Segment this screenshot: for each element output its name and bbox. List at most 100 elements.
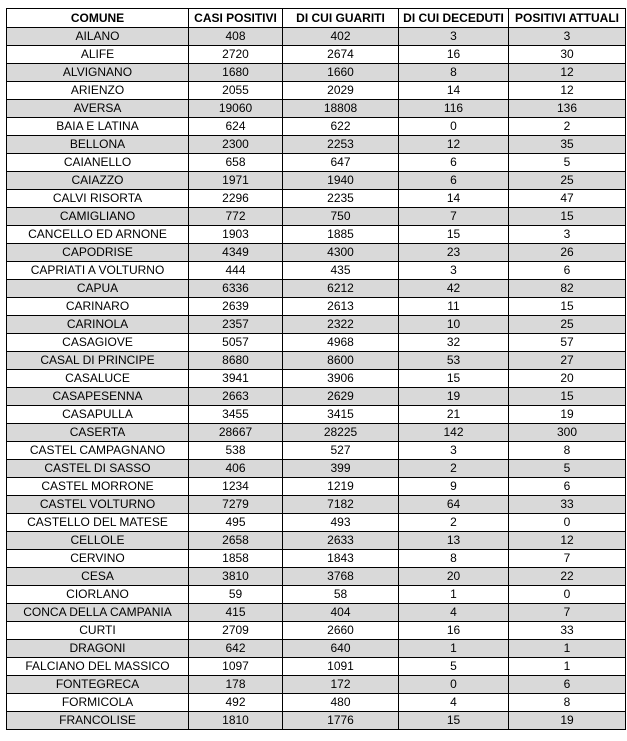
header-cell: POSITIVI ATTUALI: [508, 8, 626, 28]
comune-cell: FORMICOLA: [6, 693, 189, 712]
number-cell: 399: [282, 459, 399, 478]
number-cell: 19060: [188, 99, 283, 118]
number-cell: 12: [508, 531, 626, 550]
number-cell: 2235: [282, 189, 399, 208]
number-cell: 2633: [282, 531, 399, 550]
number-cell: 3: [398, 261, 509, 280]
comune-cell: CASAPESENNA: [6, 387, 189, 406]
table-row: BAIA E LATINA 624 622 0 2: [6, 117, 626, 136]
number-cell: 2322: [282, 315, 399, 334]
table-row: FRANCOLISE 1810 1776 15 19: [6, 711, 626, 730]
table-row: CASTEL DI SASSO 406 399 2 5: [6, 459, 626, 478]
number-cell: 1843: [282, 549, 399, 568]
header-row: COMUNE CASI POSITIVI DI CUI GUARITI DI CUI …: [6, 8, 626, 28]
number-cell: 435: [282, 261, 399, 280]
number-cell: 1940: [282, 171, 399, 190]
number-cell: 7: [398, 207, 509, 226]
number-cell: 3906: [282, 369, 399, 388]
comune-cell: CAIANELLO: [6, 153, 189, 172]
number-cell: 22: [508, 567, 626, 586]
number-cell: 0: [398, 117, 509, 136]
comune-cell: CERVINO: [6, 549, 189, 568]
table-row: CASAGIOVE 5057 4968 32 57: [6, 333, 626, 352]
number-cell: 4: [398, 693, 509, 712]
number-cell: 0: [398, 675, 509, 694]
number-cell: 1971: [188, 171, 283, 190]
comune-cell: CAMIGLIANO: [6, 207, 189, 226]
number-cell: 28667: [188, 423, 283, 442]
number-cell: 8: [398, 63, 509, 82]
comune-cell: CAPRIATI A VOLTURNO: [6, 261, 189, 280]
number-cell: 5: [508, 153, 626, 172]
number-cell: 28225: [282, 423, 399, 442]
comune-cell: FRANCOLISE: [6, 711, 189, 730]
comune-cell: CIORLANO: [6, 585, 189, 604]
comune-cell: FALCIANO DEL MASSICO: [6, 657, 189, 676]
number-cell: 640: [282, 639, 399, 658]
number-cell: 21: [398, 405, 509, 424]
number-cell: 136: [508, 99, 626, 118]
number-cell: 142: [398, 423, 509, 442]
number-cell: 8: [508, 441, 626, 460]
number-cell: 6: [508, 261, 626, 280]
number-cell: 622: [282, 117, 399, 136]
number-cell: 8: [398, 549, 509, 568]
number-cell: 19: [508, 711, 626, 730]
number-cell: 10: [398, 315, 509, 334]
number-cell: 47: [508, 189, 626, 208]
comune-cell: CURTI: [6, 621, 189, 640]
comune-cell: ALVIGNANO: [6, 63, 189, 82]
number-cell: 3768: [282, 567, 399, 586]
comune-cell: BELLONA: [6, 135, 189, 154]
data-table: COMUNE CASI POSITIVI DI CUI GUARITI DI CUI …: [6, 8, 626, 730]
comune-cell: AILANO: [6, 27, 189, 46]
number-cell: 15: [398, 369, 509, 388]
number-cell: 15: [398, 225, 509, 244]
table-row: CASAPESENNA 2663 2629 19 15: [6, 387, 626, 406]
number-cell: 1680: [188, 63, 283, 82]
number-cell: 4: [398, 603, 509, 622]
table-row: CAIAZZO 1971 1940 6 25: [6, 171, 626, 190]
number-cell: 2055: [188, 81, 283, 100]
number-cell: 11: [398, 297, 509, 316]
table-row: FALCIANO DEL MASSICO 1097 1091 5 1: [6, 657, 626, 676]
table-row: CALVI RISORTA 2296 2235 14 47: [6, 189, 626, 208]
number-cell: 493: [282, 513, 399, 532]
table-row: CASERTA 28667 28225 142 300: [6, 423, 626, 442]
number-cell: 20: [508, 369, 626, 388]
comune-cell: CARINARO: [6, 297, 189, 316]
number-cell: 642: [188, 639, 283, 658]
number-cell: 14: [398, 81, 509, 100]
number-cell: 53: [398, 351, 509, 370]
number-cell: 25: [508, 315, 626, 334]
number-cell: 1903: [188, 225, 283, 244]
number-cell: 492: [188, 693, 283, 712]
number-cell: 5: [508, 459, 626, 478]
number-cell: 2: [398, 513, 509, 532]
number-cell: 300: [508, 423, 626, 442]
number-cell: 2613: [282, 297, 399, 316]
number-cell: 6: [398, 153, 509, 172]
number-cell: 2: [398, 459, 509, 478]
number-cell: 116: [398, 99, 509, 118]
number-cell: 2639: [188, 297, 283, 316]
number-cell: 33: [508, 495, 626, 514]
comune-cell: CASTEL VOLTURNO: [6, 495, 189, 514]
number-cell: 18808: [282, 99, 399, 118]
table-row: CARINARO 2639 2613 11 15: [6, 297, 626, 316]
number-cell: 2: [508, 117, 626, 136]
number-cell: 2296: [188, 189, 283, 208]
number-cell: 2629: [282, 387, 399, 406]
table-row: AVERSA 19060 18808 116 136: [6, 99, 626, 118]
number-cell: 16: [398, 45, 509, 64]
number-cell: 7182: [282, 495, 399, 514]
table-row: CAPODRISE 4349 4300 23 26: [6, 243, 626, 262]
table-row: BELLONA 2300 2253 12 35: [6, 135, 626, 154]
table-row: CASAPULLA 3455 3415 21 19: [6, 405, 626, 424]
table-row: CASALUCE 3941 3906 15 20: [6, 369, 626, 388]
table-row: CELLOLE 2658 2633 13 12: [6, 531, 626, 550]
number-cell: 647: [282, 153, 399, 172]
comune-cell: CAPODRISE: [6, 243, 189, 262]
number-cell: 16: [398, 621, 509, 640]
number-cell: 42: [398, 279, 509, 298]
